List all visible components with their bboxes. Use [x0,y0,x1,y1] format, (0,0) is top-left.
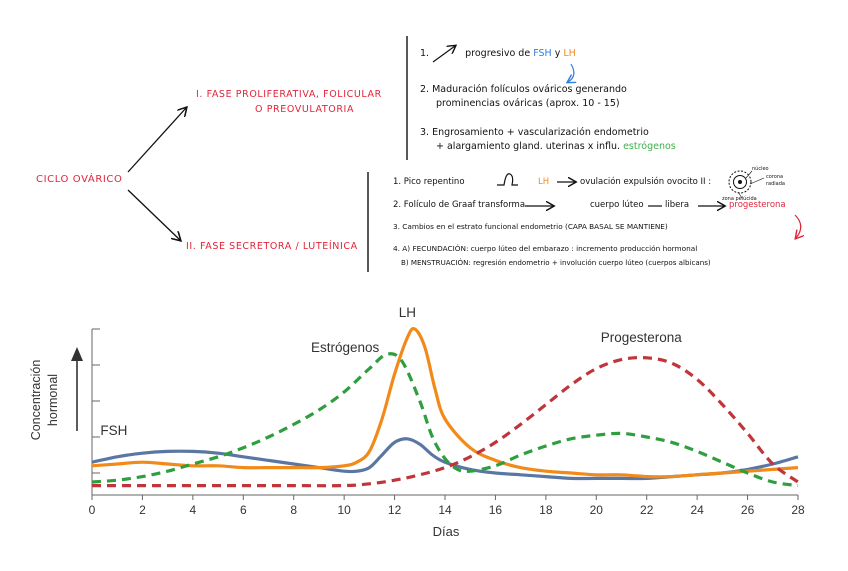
p1-note-1-num: 1. [420,48,430,59]
oocyte-label-1: núcleo [752,166,769,172]
chart-axes: 0 2 4 6 8 10 12 14 16 18 20 22 24 26 28 [89,328,805,517]
p1-note-2-line1: 2. Maduración folículos ováricos generan… [420,84,627,95]
p2-note-2-c: libera [665,200,690,210]
p1-note-3-line2: + alargamiento gland. uterinas x influ. … [436,141,676,152]
x-tick-label: 14 [438,503,452,517]
phase2-label: II. FASE SECRETORA / LUTEÍNICA [186,241,358,252]
p1-note-1-y: y [554,48,561,59]
x-tick-label: 10 [337,503,351,517]
x-axis-label: Días [433,524,460,539]
p2-note-1-a: 1. Pico repentino [393,177,465,187]
mindmap-connectors [127,36,848,272]
y-axis-arrowhead [71,347,83,361]
chart-series [91,327,799,488]
x-tick-label: 26 [741,503,755,517]
series-label-estrgenos: Estrógenos [311,340,380,355]
series-label-lh: LH [399,305,416,320]
series-label-fsh: FSH [100,423,127,438]
series-line-lh [91,327,799,479]
series-line-progesterona [91,355,799,488]
p2-note-1-lh: LH [538,177,550,187]
p2-note-2-prog: progesterona [729,200,786,210]
x-tick-label: 2 [139,503,146,517]
arrow-fsh-down [568,63,574,82]
p1-note-3-estrogen: estrógenos [623,141,676,152]
chart-series-labels: FSH LH Estrógenos Progesterona [100,305,682,438]
oocyte-sketch [728,170,765,199]
root-label: CICLO OVÁRICO [36,174,123,185]
y-axis-label-line2: hormonal [46,374,60,426]
p1-note-1: 1. progresivo de FSH y LH [420,48,576,59]
p2-note-4-b: B) MENSTRUACIÓN: regresión endometrio + … [401,258,711,267]
x-tick-label: 20 [590,503,604,517]
arrow-progest-down [795,214,801,238]
hormone-chart: 0 2 4 6 8 10 12 14 16 18 20 22 24 26 28 FSHLHEstrógeno… [29,305,805,539]
arrow-to-phase2 [127,189,180,240]
p1-note-1-text: progresivo de [465,48,531,59]
p1-note-2-line2: prominencias ováricas (aprox. 10 - 15) [436,98,620,109]
x-tick-label: 16 [489,503,503,517]
phase1-label-line1: I. FASE PROLIFERATIVA, FOLICULAR [196,89,382,100]
x-tick-label: 6 [240,503,247,517]
arrow-to-phase1 [127,108,186,173]
arrow-increase [432,46,455,63]
phase1-label-line2: O PREOVULATORIA [255,104,355,115]
x-tick-label: 0 [89,503,96,517]
p1-note-3-text: + alargamiento gland. uterinas x influ. [436,141,621,152]
x-tick-label: 8 [290,503,297,517]
p2-note-3: 3. Cambios en el estrato funcional endom… [393,222,668,231]
lh-peak-glyph [497,173,518,186]
series-label-progesterona: Progesterona [601,330,683,345]
p2-note-2-b: cuerpo lúteo [590,200,644,210]
p2-note-2-a: 2. Folículo de Graaf transforma [393,200,526,210]
p2-note-1-b: ovulación expulsión ovocito II : [580,177,712,187]
x-tick-label: 4 [190,503,197,517]
x-tick-label: 12 [388,503,402,517]
p1-note-1-lh: LH [563,48,576,59]
oocyte-label-3: corona [766,174,784,180]
p2-note-4-a: 4. A) FECUNDACIÓN: cuerpo lúteo del emba… [393,244,698,253]
p1-note-3-line1: 3. Engrosamiento + vascularización endom… [420,127,649,138]
y-axis-label-line1: Concentración [29,360,43,441]
p1-note-1-fsh: FSH [533,48,552,59]
oocyte-label-2: zona pelúcida [722,196,757,202]
x-tick-label: 24 [690,503,704,517]
x-tick-label: 22 [640,503,654,517]
series-line-estrgenos [91,352,799,488]
oocyte-label-4: radiada [766,181,785,187]
x-tick-label: 18 [539,503,553,517]
x-tick-label: 28 [791,503,805,517]
